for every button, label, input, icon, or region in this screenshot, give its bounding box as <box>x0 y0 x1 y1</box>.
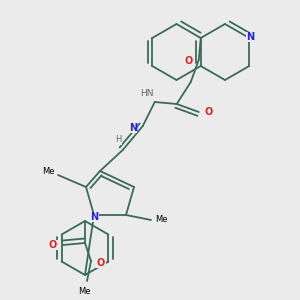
Text: O: O <box>49 240 57 250</box>
Text: Me: Me <box>42 167 54 176</box>
Text: N: N <box>90 212 98 222</box>
Text: Me: Me <box>155 215 167 224</box>
Text: O: O <box>97 258 105 268</box>
Text: N: N <box>129 123 137 133</box>
Text: O: O <box>184 56 193 66</box>
Text: H: H <box>116 136 122 145</box>
Text: Me: Me <box>78 286 90 296</box>
Text: N: N <box>246 32 254 42</box>
Text: HN: HN <box>140 89 154 98</box>
Text: O: O <box>205 107 213 117</box>
